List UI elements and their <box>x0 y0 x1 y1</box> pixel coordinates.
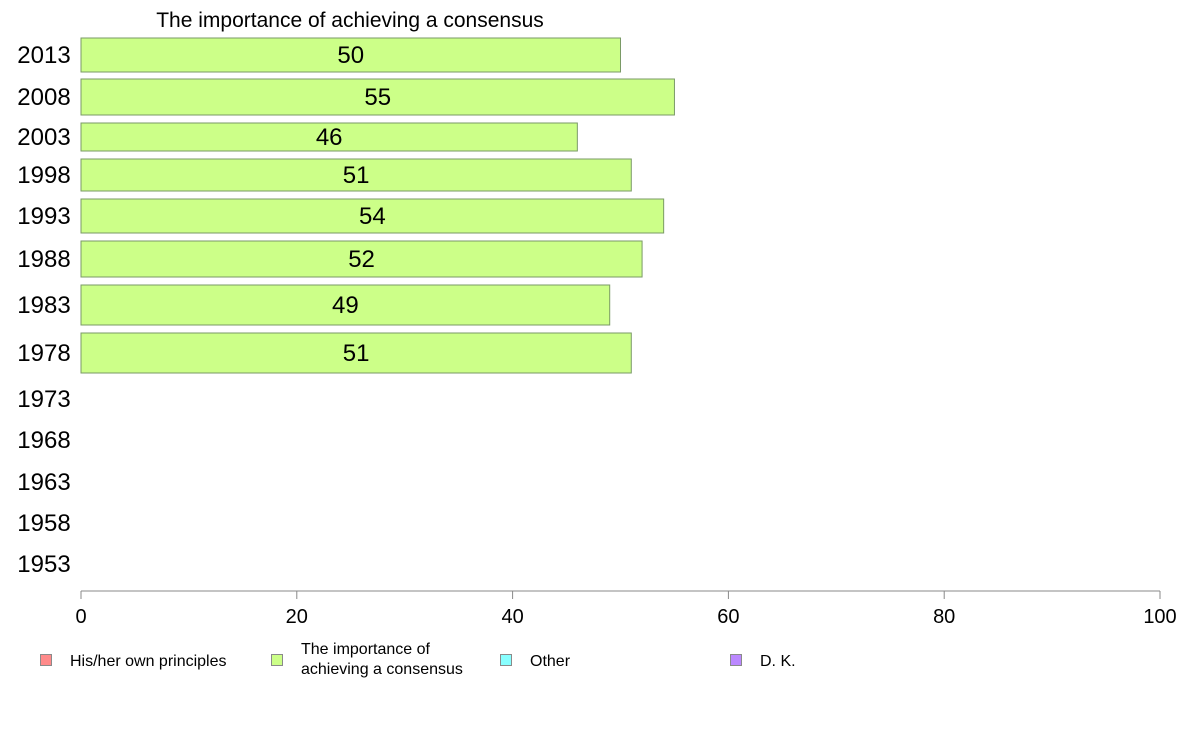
y-tick-label: 2003 <box>17 124 70 151</box>
legend-swatch-dk <box>730 654 742 666</box>
bar-value-label: 55 <box>364 84 391 111</box>
y-tick-label: 1973 <box>17 386 70 413</box>
bar-value-label: 54 <box>359 203 386 230</box>
legend-label-consensus-line2: achieving a consensus <box>301 661 463 678</box>
x-axis: 0 20 40 60 80 100 <box>75 590 1177 628</box>
y-tick-label: 1993 <box>17 203 70 230</box>
y-tick-label: 2013 <box>17 42 70 69</box>
bar[interactable] <box>80 332 632 374</box>
x-tick-label: 80 <box>933 606 955 628</box>
bar-value-label: 49 <box>332 292 359 319</box>
y-tick-label: 1968 <box>17 427 70 454</box>
bar-value-label: 52 <box>348 246 375 273</box>
bar[interactable] <box>80 198 665 234</box>
legend-item-consensus[interactable]: The importance of achieving a consensus <box>271 640 463 680</box>
bar-value-label: 51 <box>343 162 370 189</box>
legend-label-consensus: The importance of achieving a consensus <box>301 640 463 680</box>
legend-label-dk: D. K. <box>760 653 796 670</box>
x-tick-label: 100 <box>1143 606 1176 628</box>
y-tick-label: 1953 <box>17 551 70 578</box>
bar-value-label: 46 <box>316 124 343 151</box>
y-tick-label: 1978 <box>17 340 70 367</box>
bar-value-label: 50 <box>337 42 364 69</box>
y-tick-label: 1963 <box>17 469 70 496</box>
x-tick-label: 60 <box>717 606 739 628</box>
x-tick-label: 0 <box>75 606 86 628</box>
legend-item-own-principles[interactable]: His/her own principles <box>40 640 227 672</box>
y-tick-label: 1958 <box>17 510 70 537</box>
bar-chart: The importance of achieving a consensus … <box>17 9 1177 628</box>
bar[interactable] <box>80 37 621 73</box>
y-axis-labels: 2013 2008 2003 1998 1993 1988 1983 1978 1973 1968… <box>17 42 70 578</box>
y-tick-label: 2008 <box>17 84 70 111</box>
y-tick-label: 1988 <box>17 246 70 273</box>
bar[interactable] <box>80 78 675 116</box>
legend-swatch-own-principles <box>40 654 52 666</box>
x-tick-label: 20 <box>286 606 308 628</box>
bar[interactable] <box>80 122 578 152</box>
bar[interactable] <box>80 158 632 192</box>
chart-title: The importance of achieving a consensus <box>156 9 544 32</box>
bar[interactable] <box>80 240 643 278</box>
legend-swatch-other <box>500 654 512 666</box>
y-tick-label: 1998 <box>17 162 70 189</box>
legend-label-other: Other <box>530 653 571 670</box>
legend-item-other[interactable]: Other <box>500 640 570 672</box>
legend-item-dk[interactable]: D. K. <box>730 640 796 672</box>
x-tick-label: 40 <box>501 606 523 628</box>
legend-label-consensus-line1: The importance of <box>301 641 430 658</box>
bar[interactable] <box>80 284 611 326</box>
legend-swatch-consensus <box>271 654 283 666</box>
legend: His/her own principles The importance of… <box>0 640 1188 700</box>
legend-label-own-principles: His/her own principles <box>70 653 227 670</box>
bar-value-label: 51 <box>343 340 370 367</box>
y-tick-label: 1983 <box>17 292 70 319</box>
